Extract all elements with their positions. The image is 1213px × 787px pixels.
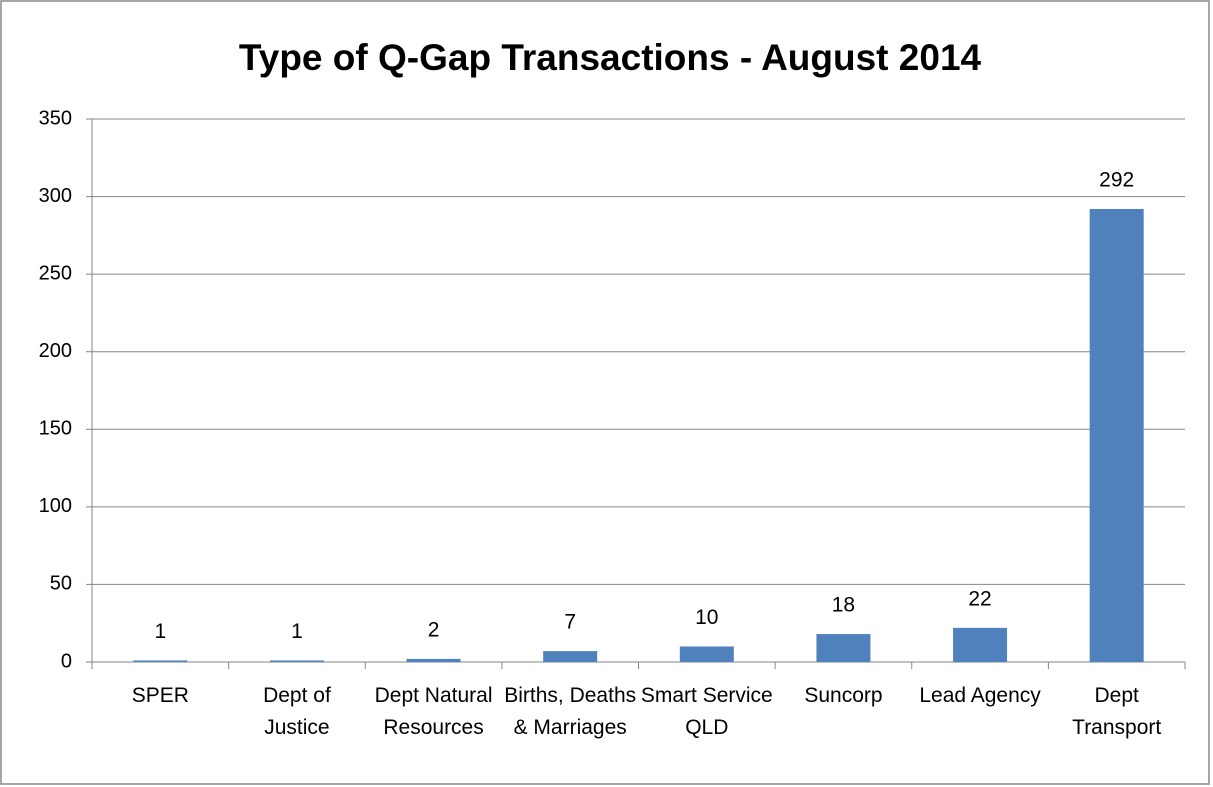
bar bbox=[679, 646, 734, 662]
x-tick-label: Births, Deaths & Marriages bbox=[504, 684, 637, 739]
x-tick-label: Dept Transport bbox=[1072, 684, 1162, 739]
bar bbox=[543, 651, 598, 662]
data-label: 7 bbox=[564, 611, 576, 634]
bar bbox=[133, 660, 188, 662]
data-label: 18 bbox=[832, 594, 855, 617]
x-tick-label: Dept of Justice bbox=[263, 684, 331, 739]
y-tick-label: 50 bbox=[50, 573, 72, 595]
x-tick-label: SPER bbox=[131, 684, 189, 707]
data-label: 22 bbox=[968, 587, 991, 610]
data-label: 2 bbox=[428, 618, 440, 641]
x-tick-label: Suncorp bbox=[804, 684, 883, 707]
x-tick-label: Smart Service QLD bbox=[640, 684, 773, 739]
x-tick-label: Dept Natural Resources bbox=[374, 684, 493, 739]
y-tick-label: 200 bbox=[39, 340, 72, 362]
y-tick-label: 0 bbox=[61, 650, 72, 672]
x-tick-label: Lead Agency bbox=[919, 684, 1041, 707]
bar bbox=[1089, 208, 1144, 663]
y-tick-label: 350 bbox=[39, 107, 72, 129]
bar bbox=[406, 658, 461, 662]
data-label: 1 bbox=[154, 620, 166, 643]
bar bbox=[816, 634, 871, 662]
data-label: 292 bbox=[1099, 169, 1134, 192]
y-tick-label: 250 bbox=[39, 262, 72, 284]
y-tick-label: 150 bbox=[39, 418, 72, 440]
data-label: 1 bbox=[291, 620, 303, 643]
chart-title: Type of Q-Gap Transactions - August 2014 bbox=[239, 37, 982, 78]
y-tick-label: 100 bbox=[39, 495, 72, 517]
data-label: 10 bbox=[695, 606, 718, 629]
bar bbox=[269, 660, 324, 662]
bar bbox=[953, 627, 1008, 662]
y-tick-label: 300 bbox=[39, 185, 72, 207]
